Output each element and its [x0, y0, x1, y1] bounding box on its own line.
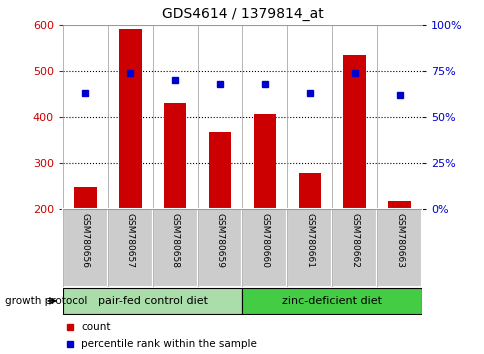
Bar [63, 288, 242, 314]
Bar [74, 187, 96, 209]
Bar [107, 209, 152, 287]
Bar [287, 209, 332, 287]
Bar [388, 201, 410, 209]
Text: GSM780658: GSM780658 [170, 213, 180, 268]
Text: count: count [81, 322, 110, 332]
Bar [242, 288, 421, 314]
Text: zinc-deficient diet: zinc-deficient diet [282, 296, 381, 306]
Bar [164, 103, 186, 209]
Text: GSM780661: GSM780661 [304, 213, 314, 268]
Bar [343, 55, 365, 209]
Text: GSM780662: GSM780662 [349, 213, 359, 268]
Bar [152, 209, 197, 287]
Text: GSM780663: GSM780663 [394, 213, 403, 268]
Bar [63, 209, 107, 287]
Bar [242, 209, 287, 287]
Text: percentile rank within the sample: percentile rank within the sample [81, 339, 257, 349]
Text: pair-fed control diet: pair-fed control diet [98, 296, 207, 306]
Bar [376, 209, 421, 287]
Bar [298, 173, 320, 209]
Text: growth protocol: growth protocol [5, 296, 87, 306]
Bar [332, 209, 376, 287]
Text: GSM780657: GSM780657 [125, 213, 135, 268]
Bar [119, 29, 141, 209]
Bar [197, 209, 242, 287]
Text: GSM780660: GSM780660 [260, 213, 269, 268]
Bar [253, 114, 275, 209]
Text: GSM780656: GSM780656 [81, 213, 90, 268]
Text: GSM780659: GSM780659 [215, 213, 224, 268]
Bar [209, 132, 231, 209]
Title: GDS4614 / 1379814_at: GDS4614 / 1379814_at [161, 7, 323, 21]
